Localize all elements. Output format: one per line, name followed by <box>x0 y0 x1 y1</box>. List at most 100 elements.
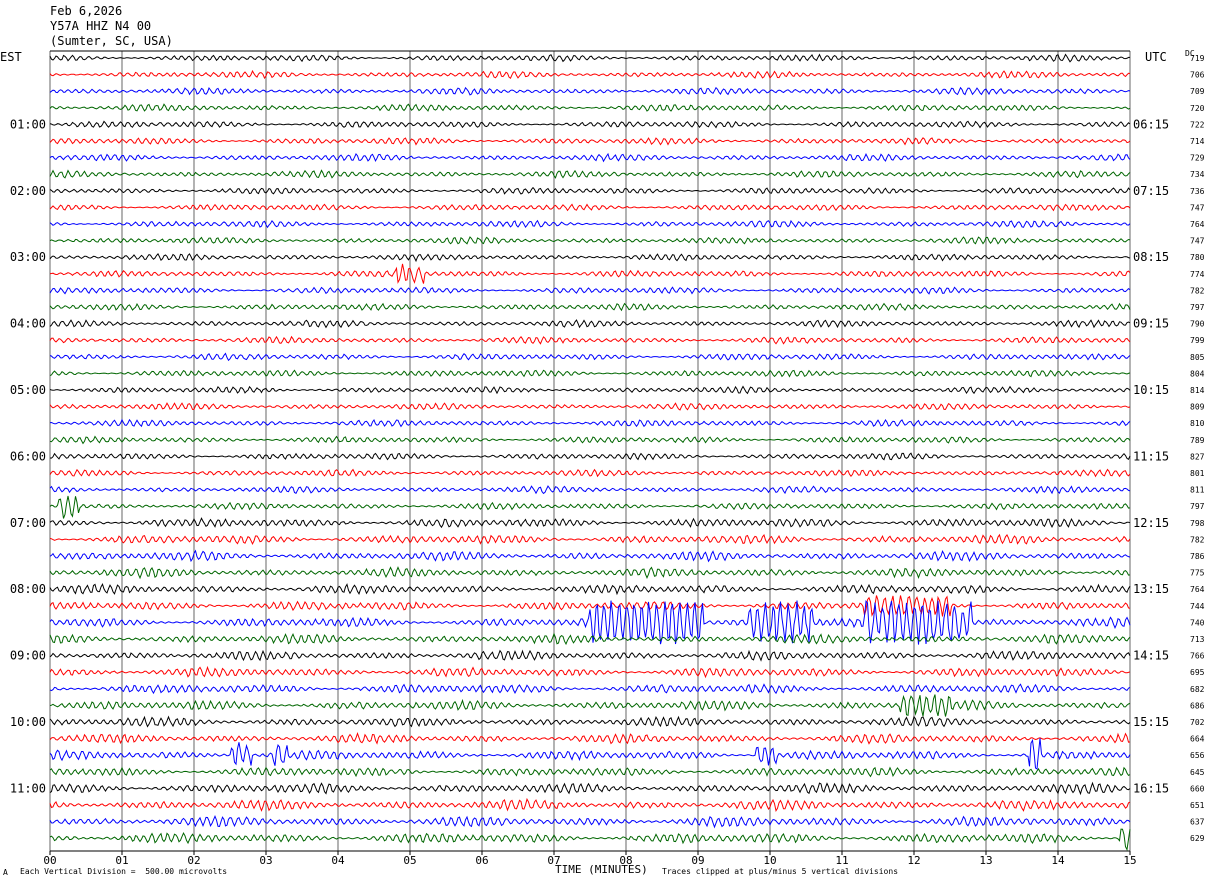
dc-offset-label: 706 <box>1190 71 1205 80</box>
dc-offset-labels: 719 706 709 720 722 714 729 734 736 747 764 747 780 7… <box>1190 54 1205 843</box>
est-hour-label: 10:00 <box>10 715 46 729</box>
x-tick-label-09: 09 <box>691 854 704 867</box>
x-tick-label-11: 11 <box>835 854 848 867</box>
trace-3 <box>49 86 1131 96</box>
dc-offset-label: 814 <box>1190 386 1205 395</box>
dc-offset-label: 766 <box>1190 652 1205 661</box>
trace-32 <box>49 566 1131 580</box>
dc-offset-label: 729 <box>1190 154 1205 163</box>
dc-offset-label: 629 <box>1190 834 1205 843</box>
trace-22 <box>49 402 1131 411</box>
est-hour-label: 02:00 <box>10 184 46 198</box>
x-axis-label: TIME (MINUTES) <box>555 863 648 876</box>
trace-11 <box>49 219 1131 229</box>
dc-offset-label: 720 <box>1190 104 1205 113</box>
trace-26 <box>49 468 1131 478</box>
trace-10 <box>49 203 1131 212</box>
trace-30 <box>49 533 1131 546</box>
utc-hour-label: 15:15 <box>1133 715 1169 729</box>
trace-48 <box>49 828 1131 852</box>
trace-18 <box>49 335 1131 345</box>
trace-2 <box>49 69 1131 80</box>
trace-5 <box>49 120 1131 129</box>
utc-hour-label: 14:15 <box>1133 649 1169 663</box>
dc-offset-label: 734 <box>1190 170 1205 179</box>
trace-24 <box>49 435 1131 445</box>
trace-14 <box>49 263 1131 284</box>
trace-25 <box>49 452 1131 461</box>
corner-mark: A <box>3 868 8 877</box>
dc-offset-label: 782 <box>1190 286 1205 295</box>
est-label: EST <box>0 50 22 64</box>
dc-offset-label: 789 <box>1190 436 1205 445</box>
trace-19 <box>49 352 1131 362</box>
dc-offset-label: 782 <box>1190 535 1205 544</box>
dc-offset-label: 797 <box>1190 502 1205 511</box>
trace-6 <box>49 137 1131 146</box>
trace-12 <box>49 236 1131 245</box>
x-axis: 00 01 02 03 04 05 06 07 08 09 10 11 12 13 14 15 <box>43 851 1137 867</box>
trace-15 <box>49 286 1131 295</box>
trace-8 <box>49 169 1131 179</box>
dc-offset-label: 811 <box>1190 486 1205 495</box>
dc-offset-label: 656 <box>1190 751 1205 760</box>
dc-offset-label: 799 <box>1190 336 1205 345</box>
trace-21 <box>49 385 1131 395</box>
trace-27 <box>49 485 1131 495</box>
dc-offset-label: 801 <box>1190 469 1205 478</box>
dc-offset-label: 805 <box>1190 353 1205 362</box>
dc-offset-label: 719 <box>1190 54 1205 63</box>
trace-20 <box>49 369 1131 378</box>
dc-offset-label: 744 <box>1190 602 1205 611</box>
utc-hour-label: 11:15 <box>1133 449 1169 463</box>
trace-41 <box>49 715 1131 728</box>
trace-7 <box>49 152 1131 163</box>
dc-offset-label: 747 <box>1190 237 1205 246</box>
utc-hour-label: 09:15 <box>1133 317 1169 331</box>
dc-offset-label: 790 <box>1190 320 1205 329</box>
dc-offset-label: 637 <box>1190 818 1205 827</box>
x-tick-label-07: 07 <box>547 854 560 867</box>
x-tick-label-13: 13 <box>979 854 992 867</box>
dc-offset-label: 774 <box>1190 270 1205 279</box>
x-tick-label-04: 04 <box>331 854 345 867</box>
est-hour-label: 11:00 <box>10 781 46 795</box>
dc-offset-label: 780 <box>1190 253 1205 262</box>
dc-offset-label: 645 <box>1190 768 1205 777</box>
trace-43 <box>49 738 1131 770</box>
x-tick-label-10: 10 <box>763 854 776 867</box>
trace-group <box>49 53 1131 852</box>
trace-35 <box>49 600 1131 645</box>
dc-offset-label: 740 <box>1190 618 1205 627</box>
dc-offset-label: 764 <box>1190 220 1205 229</box>
dc-offset-label: 709 <box>1190 87 1205 96</box>
trace-33 <box>49 582 1131 596</box>
station-code: Y57A HHZ N4 00 <box>50 19 152 33</box>
dc-offset-label: 804 <box>1190 369 1205 378</box>
est-hour-label: 09:00 <box>10 649 46 663</box>
trace-47 <box>49 814 1131 829</box>
scale-note: Each Vertical Division = 500.00 microvol… <box>20 867 228 876</box>
utc-hour-label: 07:15 <box>1133 184 1169 198</box>
dc-offset-label: 722 <box>1190 120 1205 129</box>
trace-16 <box>49 302 1131 312</box>
hour-labels: 01:00 06:15 02:00 07:15 03:00 08:15 04:00 09:15… <box>10 117 1169 795</box>
dc-label: DC <box>1185 49 1195 58</box>
dc-offset-label: 660 <box>1190 784 1205 793</box>
trace-36 <box>49 632 1131 646</box>
trace-34 <box>49 595 1131 617</box>
dc-offset-label: 797 <box>1190 303 1205 312</box>
x-tick-label-15: 15 <box>1123 854 1136 867</box>
trace-38 <box>49 665 1131 679</box>
dc-offset-label: 798 <box>1190 519 1205 528</box>
dc-offset-label: 810 <box>1190 419 1205 428</box>
utc-hour-label: 06:15 <box>1133 117 1169 131</box>
est-hour-label: 01:00 <box>10 117 46 131</box>
utc-hour-label: 16:15 <box>1133 781 1169 795</box>
dc-offset-label: 775 <box>1190 569 1205 578</box>
dc-offset-label: 736 <box>1190 187 1205 196</box>
trace-17 <box>49 319 1131 329</box>
utc-hour-label: 12:15 <box>1133 516 1169 530</box>
dc-offset-label: 713 <box>1190 635 1205 644</box>
trace-23 <box>49 418 1131 428</box>
